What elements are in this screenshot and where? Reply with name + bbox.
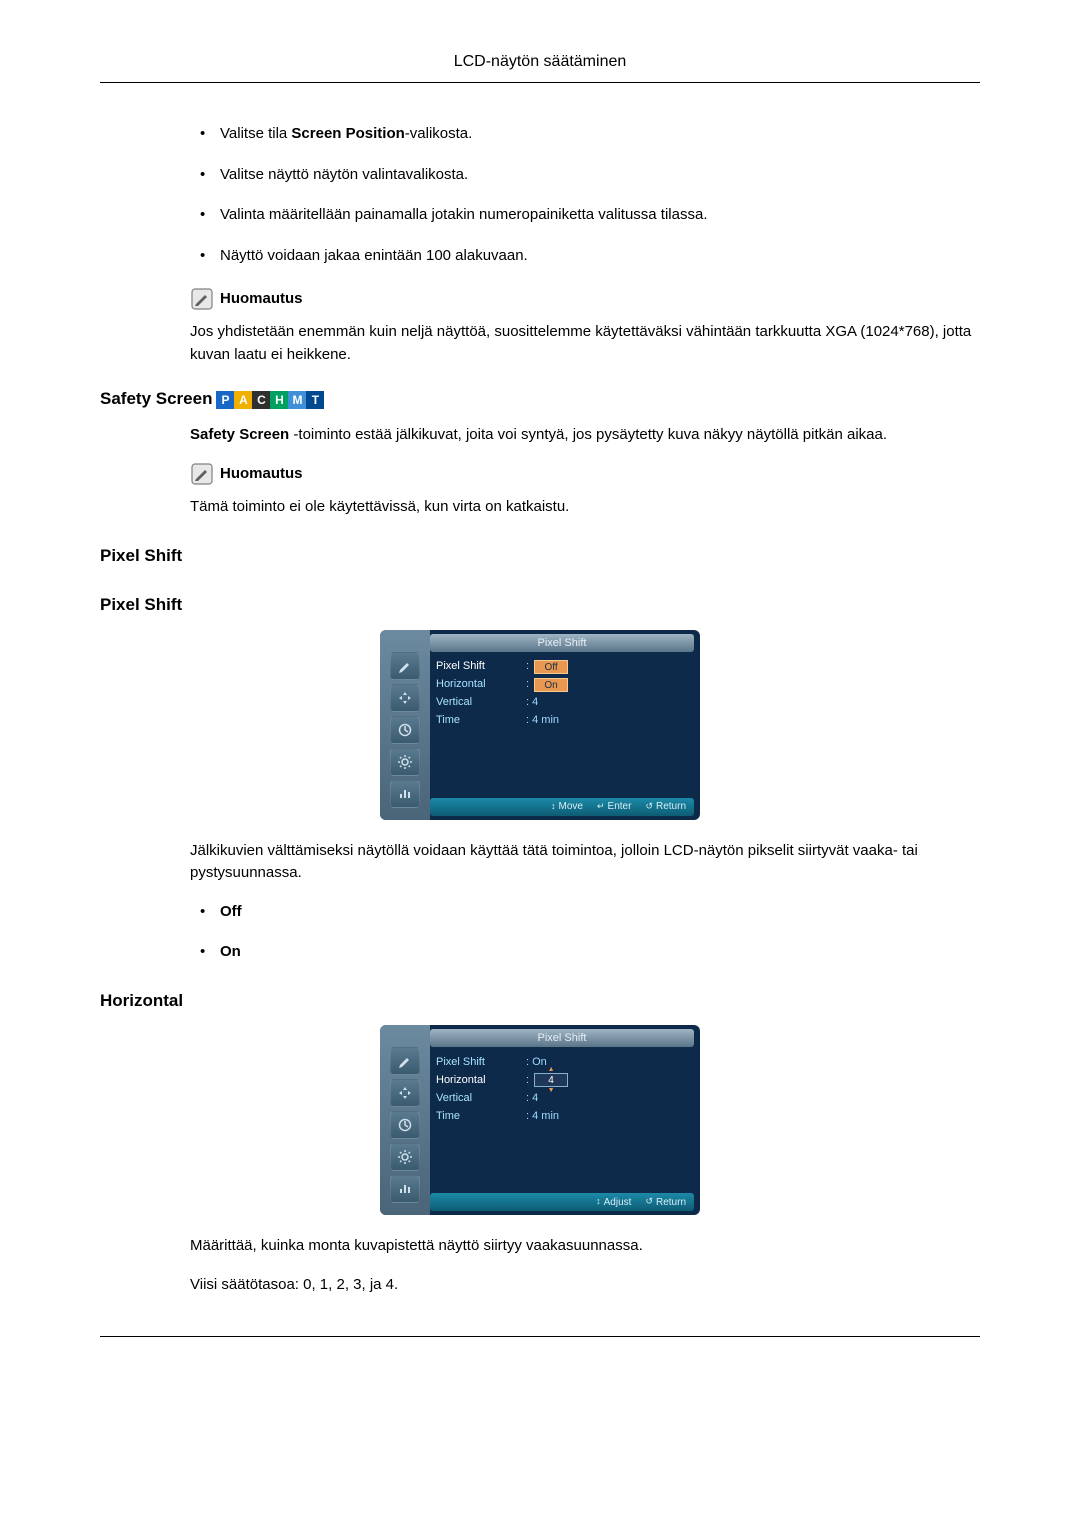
osd-row-label: Vertical (436, 694, 526, 711)
osd-footer-item: ↕Adjust (596, 1195, 631, 1210)
safety-screen-desc: Safety Screen -toiminto estää jälkikuvat… (190, 424, 980, 447)
safety-screen-block: Safety Screen -toiminto estää jälkikuvat… (190, 424, 980, 519)
osd-header: Pixel Shift (430, 1029, 694, 1047)
intro-block: Valitse tila Screen Position-valikosta. V… (190, 123, 980, 366)
footer-rule (100, 1336, 980, 1337)
osd-row-value: : 4 min (526, 1108, 690, 1125)
mode-badges: PACHMT (216, 386, 324, 412)
option-item: On (190, 941, 980, 964)
osd-chart-icon (390, 780, 420, 808)
osd-row-value: :On (526, 676, 690, 693)
osd-row-label: Vertical (436, 1090, 526, 1107)
pixel-shift-desc: Jälkikuvien välttämiseksi näytöllä voida… (190, 840, 980, 885)
osd1-wrap: Pixel ShiftPixel Shift:OffHorizontal:OnV… (100, 630, 980, 820)
osd-row-label: Time (436, 712, 526, 729)
intro-bullet: Näyttö voidaan jakaa enintään 100 alakuv… (190, 245, 980, 268)
intro-bullet: Valitse näyttö näytön valintavalikosta. (190, 164, 980, 187)
intro-note-text: Jos yhdistetään enemmän kuin neljä näytt… (190, 321, 980, 366)
osd-row-label: Horizontal (436, 1072, 526, 1089)
osd-row-value: : 4 min (526, 712, 690, 729)
osd-brush-icon (390, 652, 420, 680)
horizontal-title: Horizontal (100, 988, 980, 1014)
mode-badge-m: M (288, 391, 306, 409)
osd-row-value: :Off (526, 658, 690, 675)
osd-pixel-shift: Pixel ShiftPixel Shift:OffHorizontal:OnV… (380, 630, 700, 820)
osd-footer-item: ↕Move (551, 799, 583, 814)
osd-row-label: Pixel Shift (436, 1054, 526, 1071)
pixel-shift-title-2: Pixel Shift (100, 592, 980, 618)
intro-bullets: Valitse tila Screen Position-valikosta. V… (190, 123, 980, 267)
osd-row: Time: 4 min (436, 1107, 690, 1125)
osd-row: Vertical: 4 (436, 1089, 690, 1107)
osd-footer: ↕Move ↵Enter ↺Return (430, 798, 694, 816)
safety-note-text: Tämä toiminto ei ole käytettävissä, kun … (190, 496, 980, 519)
osd-row-label: Pixel Shift (436, 658, 526, 675)
pixel-shift-title-1: Pixel Shift (100, 543, 980, 569)
intro-bullet: Valitse tila Screen Position-valikosta. (190, 123, 980, 146)
option-item: Off (190, 901, 980, 924)
osd-gear-icon (390, 1143, 420, 1171)
safety-screen-title: Safety Screen PACHMT (100, 386, 980, 412)
mode-badge-h: H (270, 391, 288, 409)
osd-horizontal: Pixel ShiftPixel Shift: OnHorizontal:▲4▼… (380, 1025, 700, 1215)
osd2-wrap: Pixel ShiftPixel Shift: OnHorizontal:▲4▼… (100, 1025, 980, 1215)
safety-screen-bold: Safety Screen (190, 426, 289, 443)
osd-footer-item: ↺Return (645, 1195, 686, 1210)
osd-footer-item: ↵Enter (597, 799, 631, 814)
intro-note-label: Huomautus (220, 288, 303, 311)
osd-header: Pixel Shift (430, 634, 694, 652)
pixel-shift-options: Off On (190, 901, 980, 964)
safety-screen-rest: -toiminto estää jälkikuvat, joita voi sy… (289, 426, 887, 443)
safety-note-row: Huomautus (190, 462, 980, 486)
osd-row: Time: 4 min (436, 712, 690, 730)
osd-clock-icon (390, 1111, 420, 1139)
osd-chart-icon (390, 1175, 420, 1203)
horizontal-levels: Viisi säätötasoa: 0, 1, 2, 3, ja 4. (190, 1274, 980, 1297)
safety-screen-title-text: Safety Screen (100, 386, 212, 412)
safety-note-label: Huomautus (220, 463, 303, 486)
osd-row: Horizontal:▲4▼ (436, 1071, 690, 1089)
osd-row-label: Time (436, 1108, 526, 1125)
note-icon (190, 287, 214, 311)
osd-row: Pixel Shift:Off (436, 658, 690, 676)
osd-row-label: Horizontal (436, 676, 526, 693)
mode-badge-a: A (234, 391, 252, 409)
osd-arrows-icon (390, 1079, 420, 1107)
osd-row-value: : 4 (526, 1090, 690, 1107)
page-title: LCD-näytön säätäminen (100, 50, 980, 83)
note-icon (190, 462, 214, 486)
osd-clock-icon (390, 716, 420, 744)
horizontal-block: Määrittää, kuinka monta kuvapistettä näy… (190, 1235, 980, 1296)
intro-bullet: Valinta määritellään painamalla jotakin … (190, 204, 980, 227)
osd-row: Vertical: 4 (436, 694, 690, 712)
osd-arrows-icon (390, 684, 420, 712)
osd-footer-item: ↺Return (645, 799, 686, 814)
pixel-shift-block: Jälkikuvien välttämiseksi näytöllä voida… (190, 840, 980, 964)
mode-badge-c: C (252, 391, 270, 409)
osd-brush-icon (390, 1047, 420, 1075)
osd-footer: ↕Adjust ↺Return (430, 1193, 694, 1211)
mode-badge-t: T (306, 391, 324, 409)
osd-row-value: : 4 (526, 694, 690, 711)
mode-badge-p: P (216, 391, 234, 409)
intro-note-row: Huomautus (190, 287, 980, 311)
osd-row: Horizontal:On (436, 676, 690, 694)
horizontal-desc: Määrittää, kuinka monta kuvapistettä näy… (190, 1235, 980, 1258)
osd-gear-icon (390, 748, 420, 776)
